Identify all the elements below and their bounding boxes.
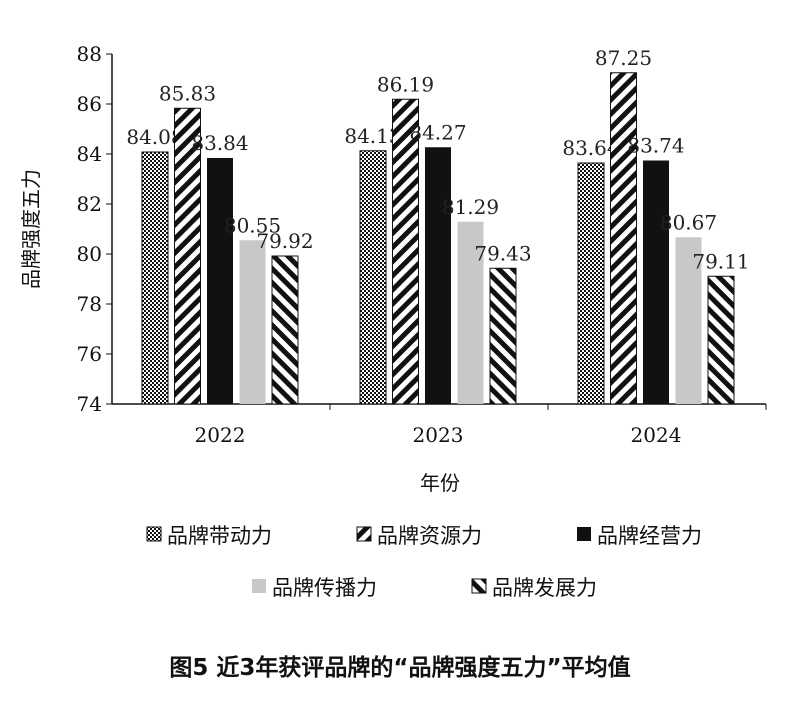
data-label: 83.74: [627, 134, 684, 158]
y-tick-label: 74: [77, 392, 102, 416]
data-label: 79.43: [474, 241, 531, 265]
bar: [271, 255, 299, 405]
legend-label: 品牌发展力: [492, 576, 597, 600]
bar: [207, 158, 233, 404]
legend-label: 品牌资源力: [377, 524, 482, 548]
bar: [577, 162, 605, 405]
bar: [239, 240, 266, 404]
legend-swatch: [471, 578, 487, 594]
y-tick-label: 76: [77, 342, 102, 366]
data-label: 87.25: [595, 46, 652, 70]
data-label: 79.11: [692, 249, 749, 273]
bar: [392, 98, 419, 405]
y-tick-label: 78: [77, 292, 102, 316]
bar: [643, 160, 669, 404]
bar: [359, 150, 387, 405]
data-label: 85.83: [159, 81, 216, 105]
figure-caption: 图5 近3年获评品牌的“品牌强度五力”平均值: [169, 655, 631, 681]
y-tick-label: 84: [77, 142, 102, 166]
x-tick-label: 2022: [195, 423, 246, 447]
legend-label: 品牌带动力: [167, 524, 272, 548]
bar: [489, 267, 517, 405]
bar: [141, 151, 169, 405]
data-label: 80.55: [224, 213, 281, 237]
bar: [425, 147, 451, 404]
bar: [675, 237, 702, 404]
bar: [174, 107, 201, 405]
data-label: 80.67: [660, 210, 717, 234]
legend-swatch: [356, 526, 372, 542]
bar: [610, 72, 637, 405]
data-label: 81.29: [442, 195, 499, 219]
legend-swatch: [252, 579, 266, 593]
x-axis-title: 年份: [420, 471, 460, 495]
bar: [707, 275, 735, 405]
bar-chart: 7476788082848688202284.0885.8383.8480.55…: [19, 42, 767, 600]
bar: [457, 221, 484, 404]
legend-label: 品牌经营力: [597, 524, 702, 548]
x-tick-label: 2024: [631, 423, 682, 447]
x-tick-label: 2023: [413, 423, 464, 447]
data-label: 84.27: [409, 120, 466, 144]
data-label: 86.19: [377, 72, 434, 96]
y-axis-title: 品牌强度五力: [19, 169, 43, 289]
legend-swatch: [146, 526, 162, 542]
y-tick-label: 88: [77, 42, 102, 66]
legend-label: 品牌传播力: [272, 576, 377, 600]
y-tick-label: 82: [77, 192, 102, 216]
y-tick-label: 86: [77, 92, 102, 116]
legend-swatch: [577, 527, 591, 541]
data-label: 79.92: [256, 229, 313, 253]
y-tick-label: 80: [77, 242, 102, 266]
data-label: 83.84: [191, 131, 248, 155]
